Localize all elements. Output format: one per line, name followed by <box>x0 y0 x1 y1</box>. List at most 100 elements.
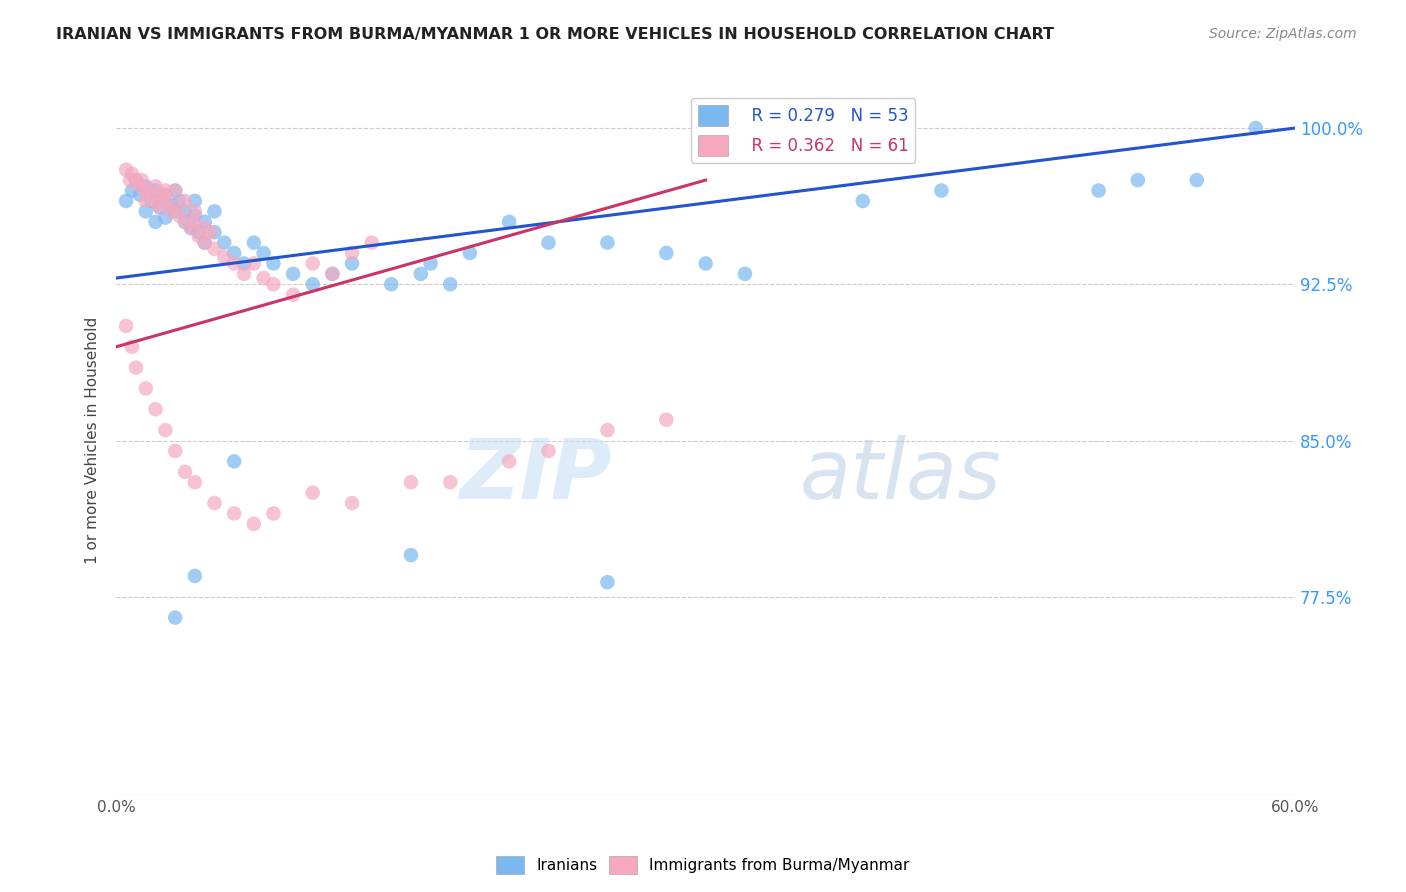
Point <box>187 225 209 239</box>
Point <box>301 277 323 292</box>
Point <box>204 225 226 239</box>
Point <box>115 162 138 177</box>
Point <box>596 575 619 590</box>
Point <box>852 194 875 208</box>
Point <box>399 475 422 490</box>
Point <box>439 277 461 292</box>
Point <box>145 402 167 417</box>
Point <box>498 454 520 468</box>
Point <box>115 318 138 333</box>
Point <box>145 179 167 194</box>
Point <box>194 221 217 235</box>
Point <box>301 256 323 270</box>
Point <box>224 256 246 270</box>
Point <box>165 184 187 198</box>
Point <box>174 215 197 229</box>
Point <box>252 246 274 260</box>
Point <box>695 256 717 270</box>
Point <box>184 215 207 229</box>
Point <box>128 179 150 194</box>
Point <box>155 187 177 202</box>
Point <box>184 475 207 490</box>
Point <box>141 194 163 208</box>
Point <box>184 194 207 208</box>
Legend: Iranians, Immigrants from Burma/Myanmar: Iranians, Immigrants from Burma/Myanmar <box>491 850 915 880</box>
Point <box>214 235 236 250</box>
Text: atlas: atlas <box>800 435 1001 516</box>
Point <box>281 267 304 281</box>
Point <box>184 569 207 583</box>
Point <box>128 187 150 202</box>
Point <box>340 496 363 510</box>
Point <box>734 267 756 281</box>
Point <box>419 256 441 270</box>
Point <box>165 444 187 458</box>
Legend:   R = 0.279   N = 53,   R = 0.362   N = 61: R = 0.279 N = 53, R = 0.362 N = 61 <box>690 98 915 162</box>
Point <box>301 485 323 500</box>
Point <box>243 516 266 531</box>
Point <box>655 246 678 260</box>
Point <box>121 340 143 354</box>
Point <box>165 204 187 219</box>
Point <box>121 167 143 181</box>
Point <box>141 187 163 202</box>
Point <box>409 267 432 281</box>
Point <box>131 173 153 187</box>
Point <box>167 194 190 208</box>
Point <box>165 184 187 198</box>
Point <box>180 221 202 235</box>
Y-axis label: 1 or more Vehicles in Household: 1 or more Vehicles in Household <box>86 317 100 564</box>
Point <box>118 173 141 187</box>
Point <box>224 246 246 260</box>
Point <box>1126 173 1149 187</box>
Text: Source: ZipAtlas.com: Source: ZipAtlas.com <box>1209 27 1357 41</box>
Point <box>596 423 619 437</box>
Point <box>115 194 138 208</box>
Point <box>184 204 207 219</box>
Point <box>204 496 226 510</box>
Point <box>135 179 157 194</box>
Point <box>160 198 183 212</box>
Point <box>224 454 246 468</box>
Point <box>194 215 217 229</box>
Point <box>262 507 284 521</box>
Point <box>340 256 363 270</box>
Point <box>125 173 148 187</box>
Point <box>160 204 183 219</box>
Point <box>145 215 167 229</box>
Point <box>174 194 197 208</box>
Point <box>1185 173 1208 187</box>
Point <box>281 287 304 301</box>
Point <box>243 256 266 270</box>
Point <box>321 267 343 281</box>
Point <box>200 225 222 239</box>
Point <box>458 246 481 260</box>
Point <box>148 200 170 214</box>
Point <box>135 194 157 208</box>
Point <box>399 548 422 562</box>
Point <box>360 235 382 250</box>
Point <box>155 423 177 437</box>
Point <box>155 194 177 208</box>
Point <box>321 267 343 281</box>
Point <box>233 256 256 270</box>
Point <box>204 204 226 219</box>
Point <box>174 204 197 219</box>
Point <box>165 200 187 214</box>
Point <box>145 194 167 208</box>
Point <box>931 184 953 198</box>
Point <box>135 184 157 198</box>
Point <box>204 242 226 256</box>
Point <box>380 277 402 292</box>
Point <box>243 235 266 250</box>
Point <box>214 250 236 264</box>
Point <box>262 277 284 292</box>
Point <box>537 444 560 458</box>
Point <box>194 235 217 250</box>
Point <box>135 204 157 219</box>
Point <box>174 465 197 479</box>
Point <box>180 221 202 235</box>
Point <box>165 610 187 624</box>
Point <box>155 211 177 225</box>
Point <box>187 229 209 244</box>
